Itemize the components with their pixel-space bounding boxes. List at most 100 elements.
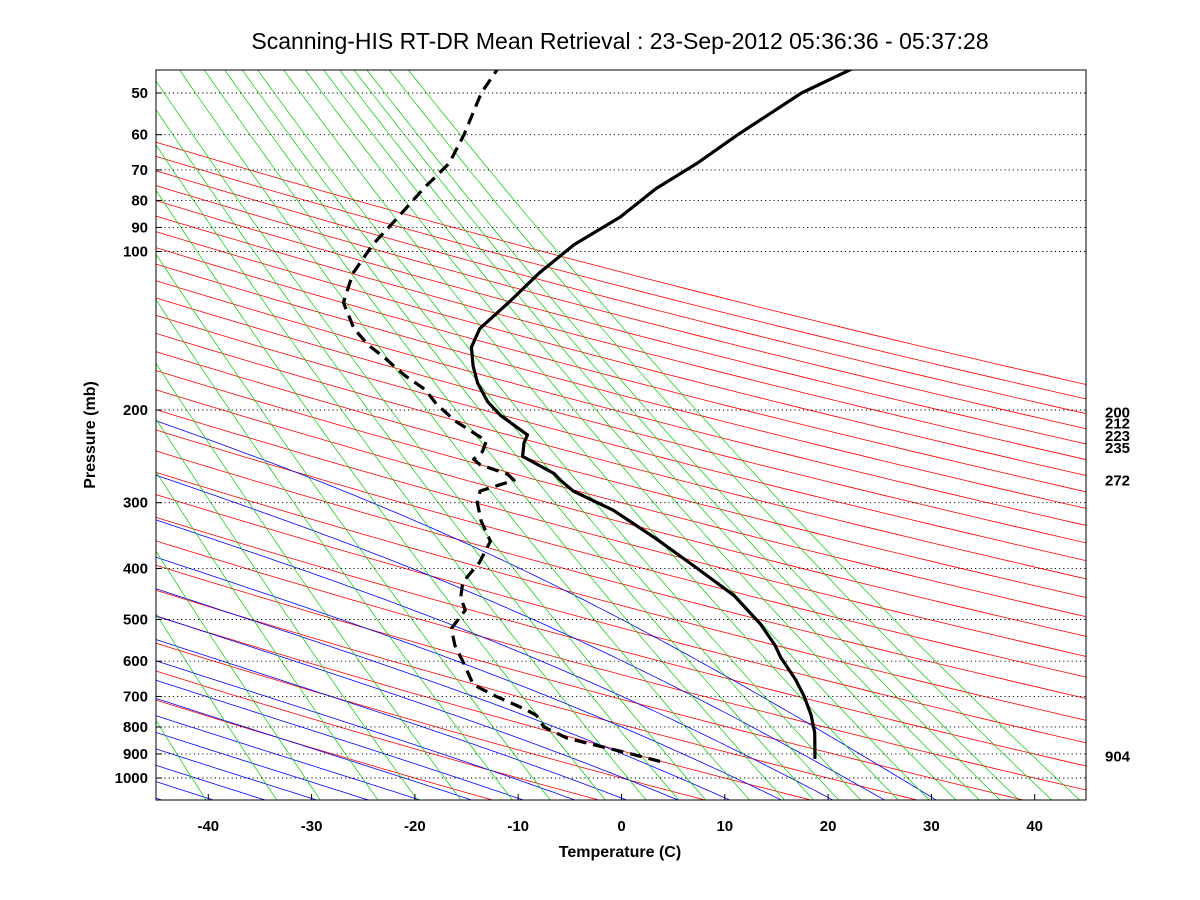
chart-title: Scanning-HIS RT-DR Mean Retrieval : 23-S… [251,28,989,54]
mixing-ratio-line [283,70,899,800]
level-annotation: 904 [1105,748,1131,765]
moist-adiabat [156,731,368,800]
y-tick-label: 200 [123,402,148,419]
moist-adiabat [156,715,420,800]
moist-adiabat [156,797,162,800]
y-tick-label: 90 [131,219,148,236]
mixing-ratio-line [388,70,1052,800]
x-tick-label: 10 [716,818,733,835]
dry-adiabat [156,699,492,800]
dry-adiabat [156,589,917,800]
mixing-ratio-line [156,80,706,800]
mixing-ratio-line [156,362,462,800]
y-tick-label: 900 [123,746,148,763]
y-axis-label: Pressure (mb) [82,381,99,489]
dry-adiabat [156,389,1086,637]
y-tick-label: 400 [123,560,148,577]
mixing-ratio-line [366,70,1019,800]
mixing-ratio-line [304,70,930,800]
y-tick-label: 500 [123,612,148,629]
mixing-ratio-line [323,70,956,800]
dry-adiabat [156,200,1086,445]
moist-adiabat [156,679,523,800]
y-tick-label: 300 [123,495,148,512]
dry-adiabat [156,155,1086,400]
moist-adiabat [156,748,317,800]
level-annotation: 235 [1105,440,1130,457]
pressure-gridlines [156,92,1086,779]
dry-adiabat [156,516,1086,767]
x-tick-label: -30 [301,818,323,835]
mixing-ratio-line [156,144,647,800]
x-tick-label: -40 [197,818,219,835]
mixing-ratio-line [257,70,861,800]
y-tick-label: 1000 [115,770,148,787]
dry-adiabat [156,332,1086,580]
dry-adiabat [156,670,598,800]
dry-adiabat [156,471,1086,721]
dry-adiabat [156,185,1086,430]
dashed-profile-line [341,70,666,765]
mixing-ratio-line [156,550,321,800]
mixing-ratio-line [407,70,1080,800]
y-tick-label: 700 [123,688,148,705]
moist-adiabat [156,420,937,800]
dry-adiabat [156,215,1086,460]
x-tick-label: 40 [1026,818,1043,835]
mixing-ratio-line [241,70,839,800]
level-annotation: 272 [1105,472,1130,489]
dry-adiabat [156,564,1023,800]
plot-frame [155,69,1087,801]
dry-adiabat [156,450,1086,699]
solid-profile-line [469,70,854,759]
mixing-ratio-line [156,298,513,800]
x-tick-label: 30 [923,818,940,835]
dry-adiabat [156,263,1086,509]
moist-adiabat [156,781,213,800]
moist-adiabat [156,519,833,800]
y-tick-label: 600 [123,653,148,670]
dry-adiabat [156,494,1086,744]
mixing-ratio-line [353,70,1001,800]
mixing-ratio-line [156,418,418,800]
dry-adiabat [156,540,1086,791]
moist-adiabat [156,588,730,800]
mixing-ratio-line [0,43,140,800]
mixing-ratio-line [339,70,980,800]
dry-adiabat [156,642,705,800]
moist-adiabat [156,639,627,800]
y-tick-label: 50 [131,85,148,102]
mixing-ratio-line [156,471,379,800]
x-axis-label: Temperature (C) [559,844,681,861]
moist-adiabat [156,615,678,800]
dry-adiabat [156,429,1086,678]
level-annotation: 223 [1105,428,1130,445]
mixing-ratio-line [224,70,814,800]
x-tick-label: 20 [820,818,837,835]
dry-adiabat [156,351,1086,598]
moist-adiabat [156,764,265,800]
dry-adiabat [156,297,1086,544]
mixing-ratio-line [203,70,785,800]
mixing-ratio-line [156,109,679,800]
y-tick-label: 70 [131,162,148,179]
x-tick-label: -10 [507,818,529,835]
dry-adiabat [156,615,811,800]
profile-lines [341,70,854,765]
y-tick-label: 80 [131,192,148,209]
y-tick-label: 60 [131,127,148,144]
x-axis-ticks: -40 -30 -20 -10 0 10 20 30 40 [197,794,1043,835]
dry-adiabat [156,141,1086,385]
mixing-ratio-line [156,189,606,800]
mixing-ratio-line [156,253,551,800]
moist-adiabat [156,556,782,800]
dry-adiabat [156,231,1086,476]
y-axis-ticks: 50 60 70 80 90 100 200 300 400 500 600 700 800 900 100… [115,85,162,787]
moist-adiabat [156,474,885,800]
mixing-ratio-line [156,613,277,800]
dry-adiabat [156,314,1086,562]
background-lines [0,43,1086,800]
y-tick-label: 800 [123,719,148,736]
